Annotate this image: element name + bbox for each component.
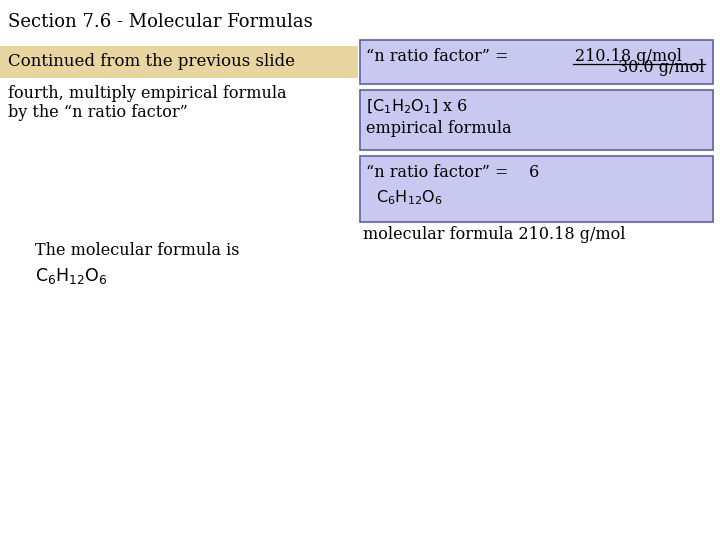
Text: “n ratio factor” =    6: “n ratio factor” = 6 [366,164,539,181]
Text: $\mathrm{C_6H_{12}O_6}$: $\mathrm{C_6H_{12}O_6}$ [35,266,107,286]
Text: $\mathrm{C_6H_{12}O_6}$: $\mathrm{C_6H_{12}O_6}$ [376,188,443,207]
FancyBboxPatch shape [360,90,713,150]
Text: $\mathrm{[C_1H_2O_1]}$ x 6: $\mathrm{[C_1H_2O_1]}$ x 6 [366,98,468,117]
Text: empirical formula: empirical formula [366,120,512,137]
Text: The molecular formula is: The molecular formula is [35,242,240,259]
FancyBboxPatch shape [360,40,713,84]
Text: Continued from the previous slide: Continued from the previous slide [8,53,295,71]
FancyBboxPatch shape [0,46,358,78]
Text: molecular formula 210.18 g/mol: molecular formula 210.18 g/mol [363,226,626,243]
Text: 210.18 g/mol: 210.18 g/mol [575,48,682,65]
Text: “n ratio factor” =: “n ratio factor” = [366,48,513,65]
Text: Section 7.6 - Molecular Formulas: Section 7.6 - Molecular Formulas [8,13,312,31]
FancyBboxPatch shape [360,156,713,222]
Text: fourth, multiply empirical formula: fourth, multiply empirical formula [8,85,287,102]
Text: by the “n ratio factor”: by the “n ratio factor” [8,104,188,121]
Text: 30.0 g/mol: 30.0 g/mol [618,59,705,76]
